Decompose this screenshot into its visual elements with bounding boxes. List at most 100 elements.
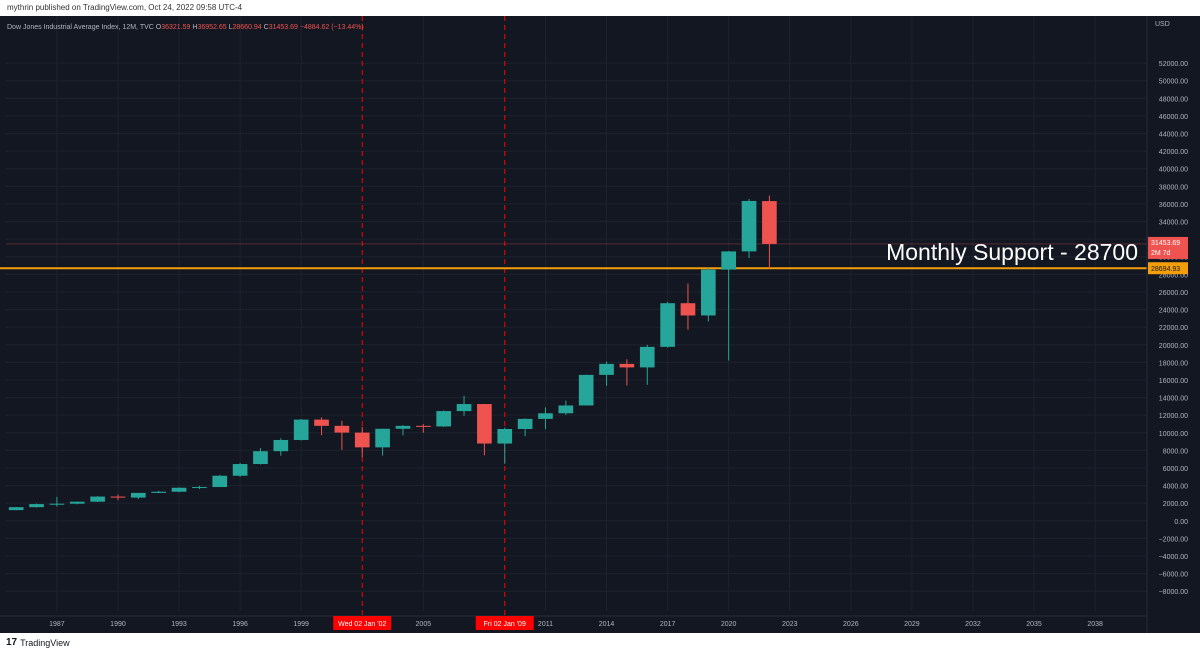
y-tick-label: 4000.00: [1163, 484, 1188, 491]
y-tick-label: 48000.00: [1159, 96, 1188, 103]
candle-body: [354, 432, 370, 448]
candle-body: [660, 303, 675, 347]
y-tick-label: 16000.00: [1159, 378, 1188, 385]
footer-bar: 17 TradingView: [0, 633, 1200, 653]
candle-body: [273, 439, 289, 452]
tradingview-logo-icon: 17: [6, 637, 18, 648]
chart-panel[interactable]: 52000.00 50000.00 48000.00 46000.00 44000.00…: [0, 16, 1200, 633]
candle-body: [334, 425, 350, 433]
candle-body: [49, 503, 65, 505]
candle-body: [29, 504, 44, 508]
support-tag-label: 28694.93: [1151, 266, 1180, 273]
y-tick-label: 46000.00: [1159, 114, 1188, 121]
candle-body: [151, 491, 167, 493]
candle-body: [700, 269, 716, 316]
ohlc-close-label: C: [264, 24, 269, 31]
candle-body: [171, 487, 187, 492]
x-tick-label: 2026: [843, 621, 859, 628]
candle-body: [293, 419, 309, 440]
candle-body: [741, 200, 757, 252]
candle-body: [477, 404, 492, 444]
ohlc-change: −4884.62 (−13.44%): [300, 24, 364, 31]
labels: Wed 02 Jan '02 Fri 02 Jan '09 Monthly Supp…: [7, 24, 1188, 630]
candle-body: [415, 425, 431, 427]
y-tick-label: 14000.00: [1159, 396, 1188, 403]
date-marker-lines: [361, 16, 506, 616]
tradingview-logo[interactable]: 17 TradingView: [6, 637, 70, 648]
candle-body: [456, 404, 472, 412]
x-tick-label: 2020: [721, 621, 737, 628]
currency-label: USD: [1155, 21, 1170, 28]
x-tick-label: 2032: [965, 621, 981, 628]
y-tick-label: 2000.00: [1163, 501, 1188, 508]
y-tick-label: 22000.00: [1159, 325, 1188, 332]
x-tick-label: 2005: [416, 621, 432, 628]
y-tick-label: −2000.00: [1159, 536, 1188, 543]
y-tick-label: 42000.00: [1159, 149, 1188, 156]
y-tick-label: −6000.00: [1159, 572, 1188, 579]
x-tick-label: 1993: [171, 621, 187, 628]
candle-body: [253, 451, 268, 465]
x-tick-label: 2029: [904, 621, 920, 628]
y-tick-label: 18000.00: [1159, 360, 1188, 367]
x-tick-label: 2014: [599, 621, 615, 628]
ohlc-low: 28660.94: [233, 24, 264, 31]
candle-body: [212, 475, 228, 488]
y-tick-label: 36000.00: [1159, 202, 1188, 209]
candle-body: [762, 201, 777, 244]
y-tick-label: 0.00: [1174, 519, 1188, 526]
support-tag: [1148, 262, 1188, 275]
x-tick-label: 1999: [293, 621, 309, 628]
chart-title: Dow Jones Industrial Average Index, 12M,…: [7, 24, 364, 31]
y-tick-label: 34000.00: [1159, 220, 1188, 227]
ohlc-open-label: O: [156, 24, 162, 31]
candle-body: [517, 418, 533, 430]
candle-body: [192, 487, 207, 489]
candle-body: [314, 419, 329, 426]
support-annotation: Monthly Support - 28700: [886, 239, 1138, 265]
y-tick-label: −4000.00: [1159, 554, 1188, 561]
y-tick-label: −8000.00: [1159, 589, 1188, 596]
candle-body: [721, 251, 737, 270]
price-tag-label: 31453.69: [1151, 240, 1180, 247]
x-tick-label: 1987: [49, 621, 65, 628]
candle-body: [232, 464, 248, 476]
publish-info: mythrin published on TradingView.com, Oc…: [7, 3, 243, 12]
candle-body: [375, 428, 390, 448]
y-tick-label: 6000.00: [1163, 466, 1188, 473]
x-tick-label: 2023: [782, 621, 798, 628]
y-tick-label: 50000.00: [1159, 79, 1188, 86]
date-marker-tag: [333, 616, 392, 630]
candle-body: [558, 405, 574, 414]
y-tick-label: 38000.00: [1159, 184, 1188, 191]
candle-body: [110, 496, 126, 498]
price-countdown: 2M 7d: [1151, 250, 1171, 257]
candle-body: [8, 507, 24, 511]
candle-body: [538, 413, 553, 419]
date-marker-label: Fri 02 Jan '09: [484, 621, 526, 628]
ohlc-close: 31453.69: [269, 24, 300, 31]
ohlc-open: 36321.59: [161, 24, 192, 31]
grid: [6, 16, 1147, 611]
x-tick-label: 2017: [660, 621, 676, 628]
candle-body: [90, 496, 105, 502]
y-tick-label: 8000.00: [1163, 448, 1188, 455]
candle-body: [69, 501, 85, 504]
y-tick-label: 52000.00: [1159, 61, 1188, 68]
date-marker-label: Wed 02 Jan '02: [338, 621, 386, 628]
candle-body: [436, 411, 452, 427]
candle-body: [130, 492, 146, 498]
candlestick-chart[interactable]: 52000.00 50000.00 48000.00 46000.00 44000.00…: [0, 16, 1200, 633]
y-tick-label: 24000.00: [1159, 308, 1188, 315]
price-lines: [0, 243, 1147, 270]
x-tick-label: 2038: [1087, 621, 1103, 628]
x-tick-label: 2035: [1026, 621, 1042, 628]
chart-title-text: Dow Jones Industrial Average Index, 12M,…: [7, 24, 156, 31]
price-tag: [1148, 236, 1188, 259]
y-tick-label: 44000.00: [1159, 132, 1188, 139]
candle-body: [578, 374, 594, 406]
candle-body: [619, 363, 635, 368]
y-tick-label: 10000.00: [1159, 431, 1188, 438]
candles: [8, 195, 777, 511]
publish-header: mythrin published on TradingView.com, Oc…: [0, 0, 1200, 16]
